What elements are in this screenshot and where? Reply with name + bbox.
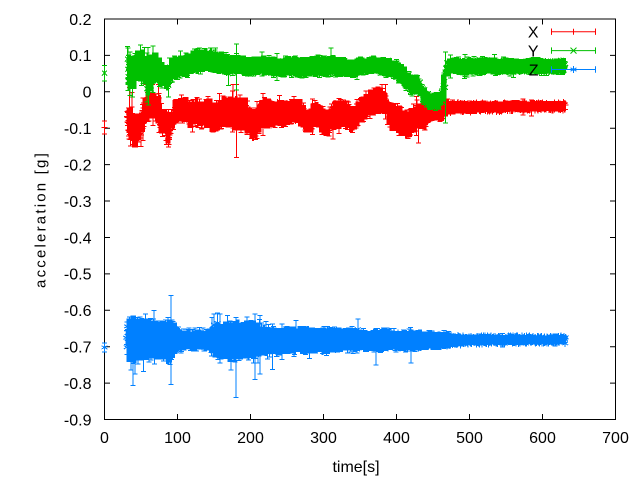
svg-text:-0.3: -0.3 [64,194,92,211]
svg-text:X: X [528,25,539,42]
svg-text:Z: Z [529,62,539,79]
svg-text:Y: Y [528,43,539,60]
svg-text:700: 700 [602,430,629,447]
svg-text:400: 400 [383,430,410,447]
svg-text:-0.2: -0.2 [64,157,92,174]
svg-text:-0.8: -0.8 [64,376,92,393]
svg-text:acceleration [g]: acceleration [g] [33,151,50,288]
svg-text:100: 100 [164,430,191,447]
svg-text:-0.9: -0.9 [64,412,92,429]
svg-text:-0.4: -0.4 [64,230,92,247]
svg-text:0.1: 0.1 [69,48,91,65]
svg-text:-0.6: -0.6 [64,303,92,320]
svg-text:0.2: 0.2 [69,12,91,29]
svg-text:500: 500 [456,430,483,447]
svg-text:200: 200 [237,430,264,447]
svg-text:300: 300 [310,430,337,447]
svg-text:-0.5: -0.5 [64,267,92,284]
svg-text:0: 0 [100,430,109,447]
svg-text:time[s]: time[s] [332,459,379,476]
svg-text:0: 0 [83,85,92,102]
svg-text:-0.7: -0.7 [64,340,92,357]
svg-text:600: 600 [529,430,556,447]
svg-text:-0.1: -0.1 [64,121,92,138]
